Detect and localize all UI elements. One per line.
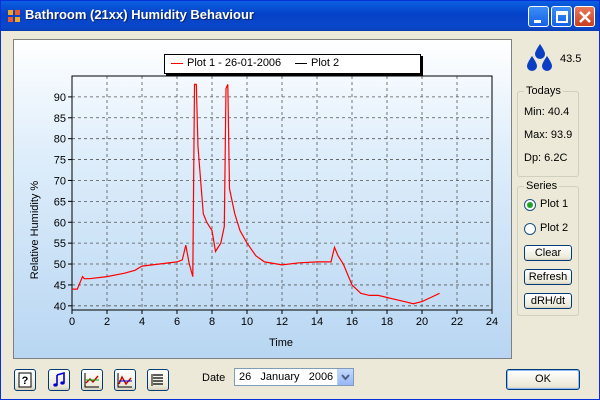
x-tick-label: 14 bbox=[311, 316, 323, 328]
music-note-icon bbox=[53, 372, 65, 387]
x-tick-label: 12 bbox=[276, 316, 288, 328]
refresh-button[interactable]: Refresh bbox=[524, 269, 572, 285]
legend-swatch-plot2 bbox=[295, 63, 307, 64]
y-tick-label: 55 bbox=[54, 238, 66, 250]
title-bar[interactable]: Bathroom (21xx) Humidity Behaviour bbox=[1, 1, 599, 31]
plot2-radio-label[interactable]: Plot 2 bbox=[540, 222, 569, 234]
y-tick-label: 50 bbox=[54, 259, 66, 271]
help-icon: ? bbox=[18, 372, 32, 388]
y-axis-label: Relative Humidity % bbox=[29, 181, 41, 280]
y-tick-label: 60 bbox=[54, 217, 66, 229]
plot2-radio[interactable] bbox=[524, 223, 536, 235]
date-value[interactable]: 26 January 2006 bbox=[239, 371, 334, 383]
client-area: 0 2 4 6 8 10 12 14 16 18 20 22 24 40 45 50 55 60 65 70 75 80 8… bbox=[4, 31, 596, 398]
chart-view-alt-button[interactable] bbox=[114, 369, 136, 391]
maximize-icon bbox=[556, 11, 568, 23]
x-tick-label: 8 bbox=[209, 316, 215, 328]
app-icon bbox=[8, 10, 20, 22]
y-tick-label: 90 bbox=[54, 92, 66, 104]
todays-title: Todays bbox=[524, 85, 563, 97]
x-tick-label: 0 bbox=[69, 316, 75, 328]
todays-max: Max: 93.9 bbox=[524, 129, 573, 141]
x-tick-label: 18 bbox=[381, 316, 393, 328]
legend-label-plot2: Plot 2 bbox=[311, 57, 340, 69]
date-picker[interactable]: 26 January 2006 bbox=[234, 368, 354, 386]
report-list-icon bbox=[151, 374, 163, 386]
humidity-chart: 0 2 4 6 8 10 12 14 16 18 20 22 244045505560657075808… bbox=[29, 75, 498, 349]
todays-dp: Dp: 6.2C bbox=[524, 152, 568, 164]
legend-swatch-plot1 bbox=[171, 63, 183, 64]
x-tick-label: 16 bbox=[346, 316, 358, 328]
water-drops-icon bbox=[527, 44, 552, 71]
chart-view-button[interactable] bbox=[81, 369, 103, 391]
series-group: Series Plot 1 Plot 2 Clear Refresh dRH/d… bbox=[517, 180, 579, 316]
date-label: Date bbox=[202, 372, 226, 384]
series-line-1 bbox=[72, 83, 440, 305]
y-tick-label: 75 bbox=[54, 155, 66, 167]
svg-text:?: ? bbox=[22, 375, 29, 387]
window-title: Bathroom (21xx) Humidity Behaviour bbox=[25, 7, 254, 22]
ok-button[interactable]: OK bbox=[506, 369, 580, 390]
y-tick-label: 45 bbox=[54, 280, 66, 292]
x-tick-label: 4 bbox=[139, 316, 145, 328]
minimize-button[interactable] bbox=[528, 6, 549, 27]
x-tick-label: 10 bbox=[241, 316, 253, 328]
line-chart-icon bbox=[84, 373, 99, 388]
chart-lines bbox=[72, 83, 440, 305]
chart-ticks: 0 2 4 6 8 10 12 14 16 18 20 22 244045505560657075808… bbox=[54, 92, 498, 328]
drh-dt-button[interactable]: dRH/dt bbox=[524, 293, 572, 309]
current-humidity-value: 43.5 bbox=[560, 53, 582, 65]
y-tick-label: 65 bbox=[54, 196, 66, 208]
close-icon bbox=[579, 11, 591, 23]
series-title: Series bbox=[524, 180, 560, 192]
x-tick-label: 24 bbox=[486, 316, 498, 328]
chevron-down-icon bbox=[341, 374, 350, 381]
plot1-radio-label[interactable]: Plot 1 bbox=[540, 198, 569, 210]
y-tick-label: 85 bbox=[54, 113, 66, 125]
x-tick-label: 6 bbox=[174, 316, 180, 328]
minimize-icon bbox=[534, 20, 541, 23]
y-tick-label: 70 bbox=[54, 175, 66, 187]
chart-panel: 0 2 4 6 8 10 12 14 16 18 20 22 24 40 45 50 55 60 65 70 75 80 8… bbox=[13, 39, 512, 359]
maximize-button[interactable] bbox=[551, 6, 572, 27]
clear-button[interactable]: Clear bbox=[524, 245, 572, 261]
close-button[interactable] bbox=[574, 6, 595, 27]
x-tick-label: 2 bbox=[104, 316, 110, 328]
legend-label-plot1: Plot 1 - 26-01-2006 bbox=[187, 57, 282, 69]
x-tick-label: 22 bbox=[451, 316, 463, 328]
todays-min: Min: 40.4 bbox=[524, 106, 570, 118]
chart-grid bbox=[72, 76, 492, 310]
report-button[interactable] bbox=[147, 369, 169, 391]
help-button[interactable]: ? bbox=[14, 369, 36, 391]
y-tick-label: 40 bbox=[54, 301, 66, 313]
todays-group: Todays Min: 40.4 Max: 93.9 Dp: 6.2C bbox=[517, 85, 579, 177]
date-dropdown-button[interactable] bbox=[337, 369, 353, 385]
x-tick-label: 20 bbox=[416, 316, 428, 328]
sound-button[interactable] bbox=[48, 369, 70, 391]
y-tick-label: 80 bbox=[54, 134, 66, 146]
plot1-radio[interactable] bbox=[524, 199, 536, 211]
x-axis-label: Time bbox=[269, 337, 293, 349]
line-chart-alt-icon bbox=[117, 373, 132, 388]
chart-legend: Plot 1 - 26-01-2006 Plot 2 bbox=[164, 54, 421, 74]
